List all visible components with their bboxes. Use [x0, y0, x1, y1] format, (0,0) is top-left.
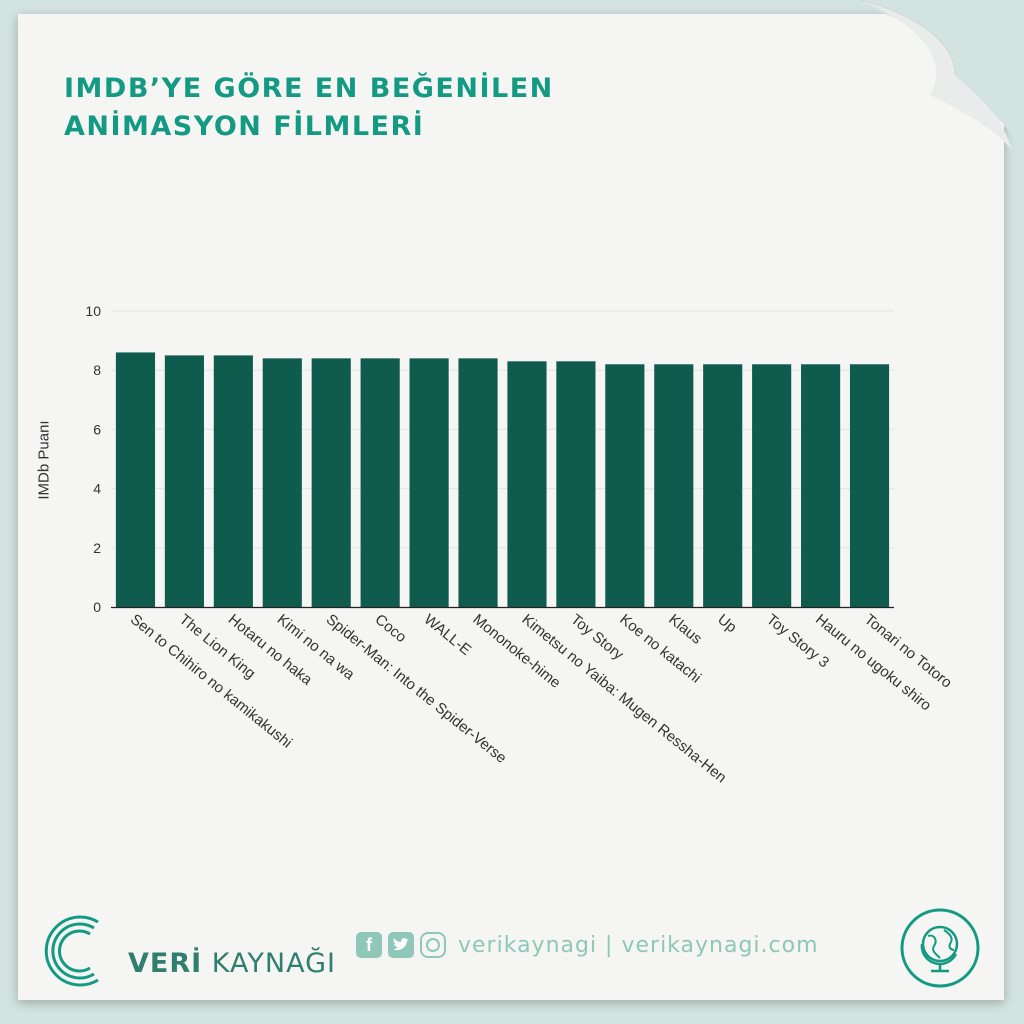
x-tick-label: Up: [714, 611, 740, 636]
brand-prefix: VERİ: [128, 948, 203, 979]
bar: [556, 361, 596, 607]
chart-title: IMDB’YE GÖRE EN BEĞENİLEN ANİMASYON FİLM…: [64, 70, 554, 146]
bar: [752, 364, 792, 607]
facebook-icon[interactable]: f: [356, 932, 382, 958]
bar: [801, 364, 841, 607]
bar: [605, 364, 645, 607]
y-tick-label: 10: [85, 303, 101, 319]
globe-icon: [900, 908, 980, 988]
y-tick-label: 2: [93, 540, 101, 556]
footer: VERİ KAYNAĞI f verikaynagi | verikaynagi…: [0, 890, 1024, 1000]
x-tick-label: Klaus: [665, 611, 705, 648]
x-tick-label: WALL-E: [421, 611, 475, 659]
twitter-icon[interactable]: [388, 932, 414, 958]
bar: [164, 355, 204, 607]
bar: [115, 352, 156, 607]
x-tick-label: Coco: [372, 611, 410, 646]
y-tick-label: 4: [93, 481, 101, 497]
page-curl: [860, 0, 1024, 160]
instagram-icon[interactable]: [420, 932, 446, 958]
bar: [311, 358, 351, 607]
social-links: f verikaynagi | verikaynagi.com: [356, 932, 819, 958]
brand-logo: VERİ KAYNAĞI: [40, 910, 335, 987]
x-tick-label: Mononoke-hime: [470, 611, 564, 692]
y-tick-label: 8: [93, 362, 101, 378]
brand-suffix: KAYNAĞI: [211, 948, 336, 979]
bar: [409, 358, 449, 607]
bar: [213, 355, 253, 607]
bar: [507, 361, 547, 607]
bar: [654, 364, 694, 607]
bar: [703, 364, 743, 607]
bar: [849, 364, 890, 607]
x-tick-label: Hotaru no haka: [225, 611, 316, 689]
title-line-1: IMDB’YE GÖRE EN BEĞENİLEN: [64, 73, 554, 104]
brand-name: VERİ KAYNAĞI: [128, 948, 336, 979]
logo-arcs-icon: [44, 915, 99, 987]
title-line-2: ANİMASYON FİLMLERİ: [64, 111, 425, 142]
y-tick-label: 0: [93, 599, 101, 615]
social-handle[interactable]: verikaynagi | verikaynagi.com: [458, 932, 819, 958]
bar: [458, 358, 498, 607]
x-tick-label: Spider-Man: Into the Spider-Verse: [323, 611, 510, 767]
bar: [262, 358, 302, 607]
bar: [360, 358, 400, 607]
y-tick-label: 6: [93, 421, 101, 437]
